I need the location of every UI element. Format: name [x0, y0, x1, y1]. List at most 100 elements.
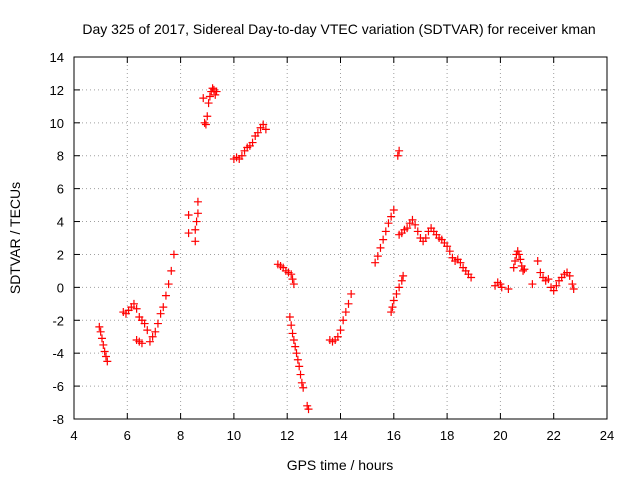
y-tick-label: 6: [57, 182, 64, 197]
data-point: [533, 257, 542, 266]
data-point: [292, 349, 301, 358]
data-point: [413, 227, 422, 236]
data-point: [443, 242, 452, 251]
data-point: [552, 281, 561, 290]
data-point: [192, 217, 201, 226]
data-point: [96, 327, 105, 336]
y-tick-label: 14: [50, 50, 64, 65]
data-point: [399, 271, 408, 280]
data-point: [161, 291, 170, 300]
data-point: [156, 309, 165, 318]
data-point: [299, 383, 308, 392]
x-tick-label: 8: [177, 428, 184, 443]
data-point: [397, 276, 406, 285]
data-point: [203, 112, 212, 121]
data-point: [129, 299, 138, 308]
x-tick-label: 14: [333, 428, 347, 443]
data-point: [569, 285, 578, 294]
data-point: [184, 210, 193, 219]
data-point: [392, 289, 401, 298]
data-point: [456, 258, 465, 267]
data-point: [100, 347, 109, 356]
data-point: [164, 280, 173, 289]
data-point: [303, 401, 312, 410]
x-tick-label: 6: [124, 428, 131, 443]
data-point: [208, 84, 217, 93]
data-point: [101, 352, 110, 361]
x-tick-label: 18: [440, 428, 454, 443]
data-point: [389, 206, 398, 215]
data-point: [167, 266, 176, 275]
x-tick-label: 24: [600, 428, 614, 443]
data-point: [261, 125, 270, 134]
data-point: [504, 285, 513, 294]
chart-title: Day 325 of 2017, Sidereal Day-to-day VTE…: [82, 21, 595, 37]
data-point: [205, 92, 214, 101]
data-point: [339, 316, 348, 325]
data-point: [549, 286, 558, 295]
data-point: [212, 87, 221, 96]
x-tick-label: 4: [70, 428, 77, 443]
y-tick-label: 4: [57, 215, 64, 230]
data-point: [291, 342, 300, 351]
data-point: [536, 268, 545, 277]
data-point: [445, 247, 454, 256]
x-tick-label: 22: [546, 428, 560, 443]
data-point: [388, 303, 397, 312]
data-point: [259, 120, 268, 129]
data-point: [519, 266, 528, 275]
data-point: [376, 243, 385, 252]
data-point: [295, 362, 304, 371]
data-point: [515, 250, 524, 259]
data-point: [516, 255, 525, 264]
data-point: [509, 263, 518, 272]
data-point: [287, 321, 296, 330]
data-point: [132, 304, 141, 313]
x-tick-label: 16: [387, 428, 401, 443]
data-point: [289, 336, 298, 345]
data-point: [285, 312, 294, 321]
data-point: [211, 90, 220, 99]
data-point: [191, 237, 200, 246]
data-point: [344, 299, 353, 308]
data-point: [528, 280, 537, 289]
data-point: [296, 370, 305, 379]
data-point: [95, 322, 104, 331]
data-point: [99, 340, 108, 349]
grid: [74, 57, 607, 419]
y-tick-label: -6: [52, 379, 64, 394]
data-point: [193, 197, 202, 206]
data-point: [199, 94, 208, 103]
data-point: [511, 257, 520, 266]
data-point: [191, 225, 200, 234]
axis-ticks: [73, 56, 608, 420]
data-point: [137, 339, 146, 348]
y-tick-label: -4: [52, 346, 64, 361]
data-point: [411, 220, 420, 229]
data-point: [97, 334, 106, 343]
data-point: [497, 283, 506, 292]
data-point: [148, 332, 157, 341]
data-point: [151, 327, 160, 336]
data-point: [201, 120, 210, 129]
data-points: [95, 84, 578, 414]
data-point: [145, 337, 154, 346]
data-point: [387, 308, 396, 317]
data-point: [371, 258, 380, 267]
data-point: [408, 215, 417, 224]
data-point: [387, 212, 396, 221]
y-tick-label: 12: [50, 83, 64, 98]
data-point: [565, 271, 574, 280]
y-tick-label: -8: [52, 412, 64, 427]
data-point: [304, 405, 313, 414]
data-point: [288, 275, 297, 284]
data-point: [253, 128, 262, 137]
data-point: [184, 229, 193, 238]
data-point: [384, 219, 393, 228]
data-point: [373, 252, 382, 261]
data-point: [403, 224, 412, 233]
data-point: [513, 247, 522, 256]
data-point: [193, 209, 202, 218]
data-point: [297, 378, 306, 387]
